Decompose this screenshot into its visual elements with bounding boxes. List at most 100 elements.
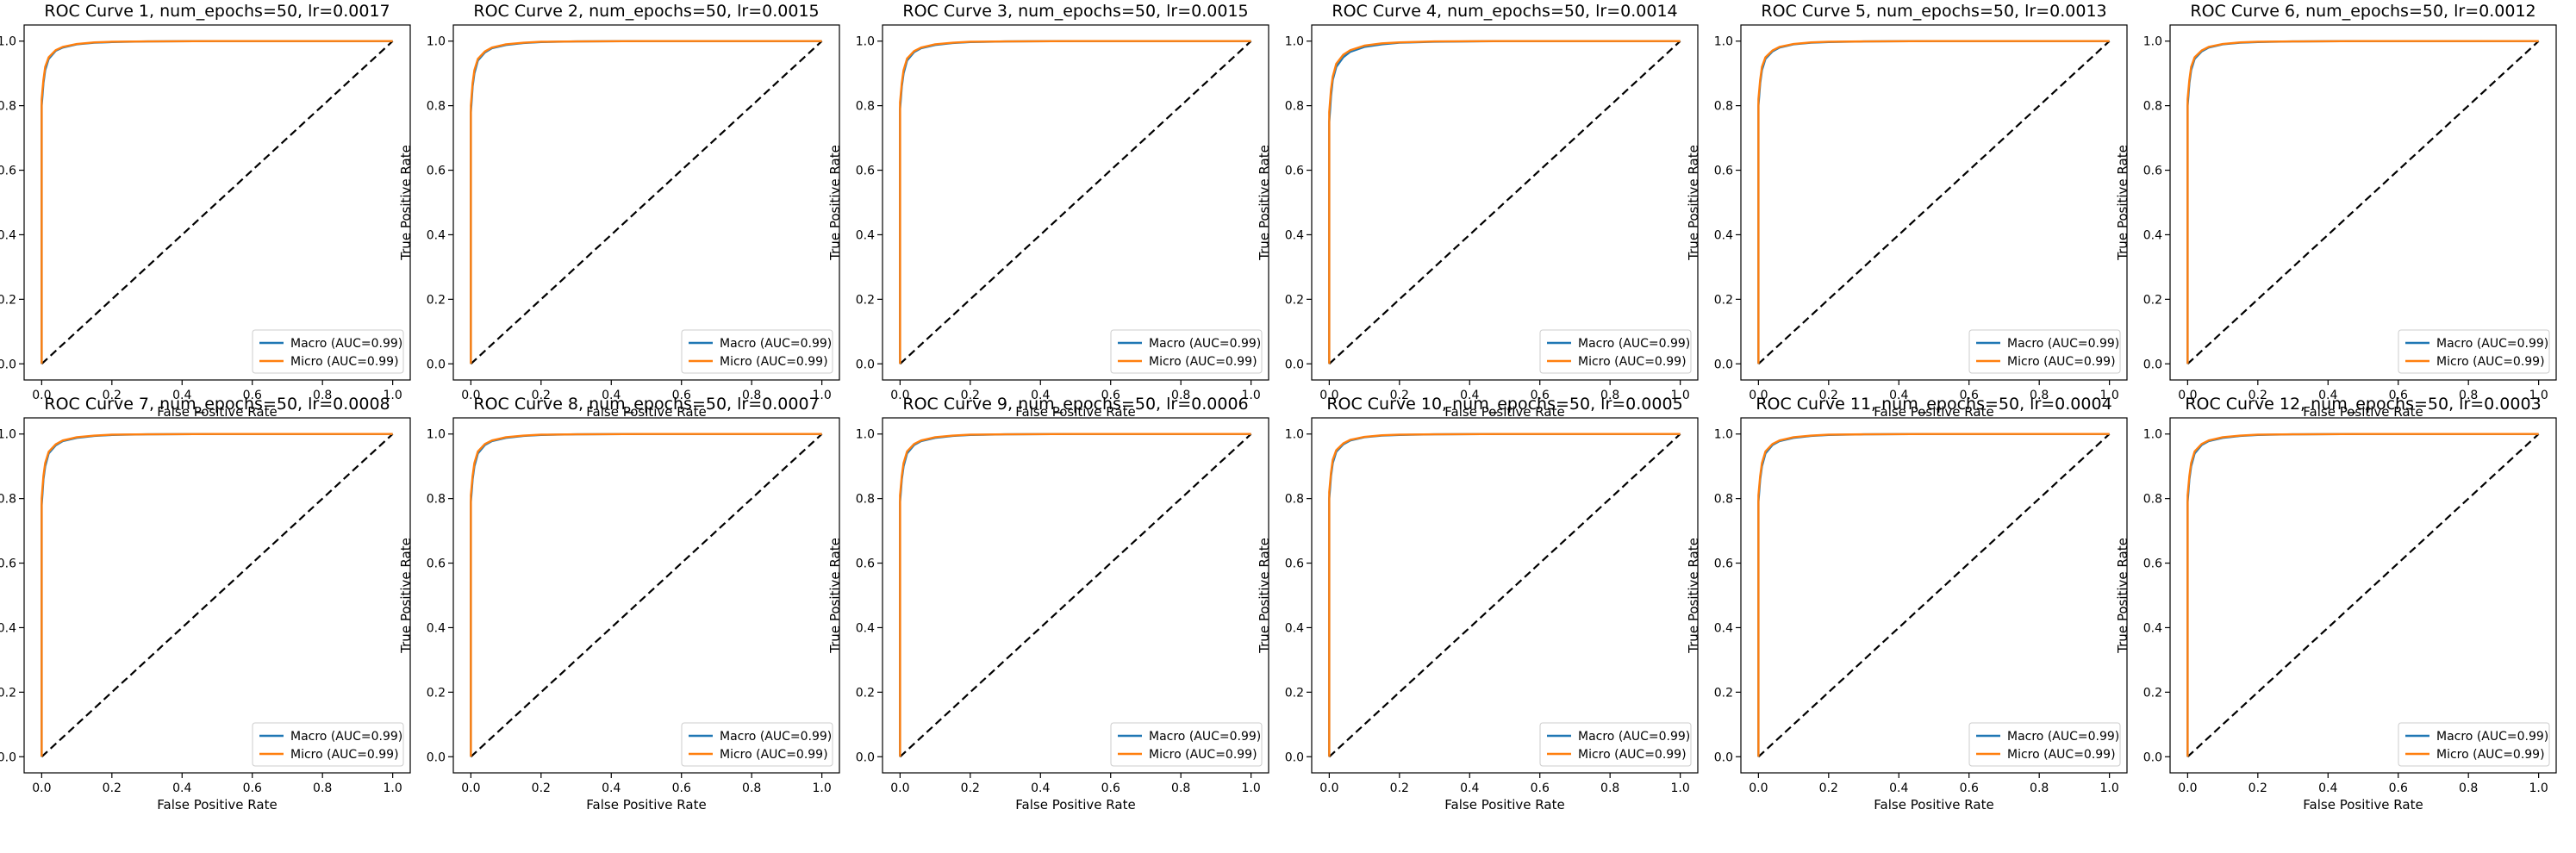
- y-tick-label: 0.8: [856, 493, 875, 507]
- axes-frame: [23, 24, 411, 381]
- subplot-title: ROC Curve 7, num_epochs=50, lr=0.0008: [44, 395, 390, 414]
- x-tick-label: 0.2: [1819, 389, 1838, 402]
- x-tick-label: 0.6: [243, 781, 262, 795]
- y-tick-label: 0.4: [2143, 228, 2162, 242]
- x-tick-label: 0.8: [742, 781, 761, 795]
- chance-diagonal-line: [41, 433, 394, 758]
- macro-legend-label: Macro (AUC=0.99): [290, 337, 402, 351]
- y-tick-label: 1.0: [0, 428, 16, 442]
- chance-diagonal-line: [1328, 433, 1681, 758]
- legend: Macro (AUC=0.99) Micro (AUC=0.99): [1539, 722, 1692, 767]
- y-tick-label: 0.0: [1714, 750, 1733, 764]
- roc-subplot-10: ROC Curve 10, num_epochs=50, lr=0.0005 0.…: [1257, 395, 1699, 813]
- subplot-title: ROC Curve 3, num_epochs=50, lr=0.0015: [902, 2, 1248, 21]
- x-tick-label: 0.8: [2459, 781, 2478, 795]
- legend: Macro (AUC=0.99) Micro (AUC=0.99): [252, 722, 404, 767]
- x-tick-label: 1.0: [384, 781, 402, 795]
- macro-legend-label: Macro (AUC=0.99): [1578, 337, 1690, 351]
- axes-frame: [452, 417, 840, 774]
- x-tick-label: 0.8: [1600, 781, 1619, 795]
- y-tick-label: 0.0: [1714, 358, 1733, 371]
- x-tick-label: 0.8: [2030, 781, 2049, 795]
- x-tick-label: 0.0: [2178, 389, 2197, 402]
- x-tick-label: 0.8: [2459, 389, 2478, 402]
- micro-legend-label: Micro (AUC=0.99): [1578, 748, 1687, 762]
- y-tick-label: 0.8: [427, 100, 446, 114]
- y-tick-label: 0.4: [856, 621, 875, 635]
- x-axis-label: False Positive Rate: [2303, 404, 2423, 420]
- y-tick-label: 0.6: [0, 557, 16, 571]
- y-axis-label: True Positive Rate: [398, 538, 414, 654]
- roc-subplot-6: ROC Curve 6, num_epochs=50, lr=0.0012 0.0…: [2115, 2, 2557, 420]
- y-tick-label: 0.0: [856, 750, 875, 764]
- x-tick-label: 0.8: [2030, 389, 2049, 402]
- y-tick-label: 0.4: [2143, 621, 2162, 635]
- y-tick-label: 1.0: [2143, 35, 2162, 49]
- macro-legend-label: Macro (AUC=0.99): [1149, 730, 1261, 744]
- x-tick-label: 0.6: [1960, 389, 1979, 402]
- x-tick-label: 0.4: [172, 389, 191, 402]
- x-tick-label: 1.0: [384, 389, 402, 402]
- x-tick-label: 0.8: [1171, 781, 1190, 795]
- y-axis-label: True Positive Rate: [1257, 145, 1272, 261]
- legend: Macro (AUC=0.99) Micro (AUC=0.99): [681, 722, 833, 767]
- y-tick-label: 0.6: [427, 165, 446, 178]
- roc-subplot-12: ROC Curve 12, num_epochs=50, lr=0.0003 0.…: [2115, 395, 2557, 813]
- y-tick-label: 1.0: [2143, 428, 2162, 442]
- legend: Macro (AUC=0.99) Micro (AUC=0.99): [1968, 329, 2121, 374]
- x-tick-label: 1.0: [1242, 389, 1261, 402]
- x-tick-label: 0.0: [2178, 781, 2197, 795]
- x-tick-label: 0.4: [1031, 389, 1050, 402]
- x-tick-label: 0.0: [32, 389, 51, 402]
- macro-legend-label: Macro (AUC=0.99): [2436, 730, 2548, 744]
- y-tick-label: 0.4: [1714, 621, 1733, 635]
- x-axis-label: False Positive Rate: [1444, 404, 1564, 420]
- micro-roc-line: [1328, 40, 1681, 364]
- micro-legend-label: Micro (AUC=0.99): [290, 748, 399, 762]
- micro-legend-label: Micro (AUC=0.99): [2436, 748, 2545, 762]
- roc-subplot-7: ROC Curve 7, num_epochs=50, lr=0.0008 0.0…: [0, 395, 411, 813]
- micro-legend-label: Micro (AUC=0.99): [1578, 355, 1687, 369]
- micro-legend-label: Micro (AUC=0.99): [2007, 355, 2116, 369]
- x-tick-label: 0.4: [602, 781, 621, 795]
- y-tick-label: 0.0: [1285, 750, 1304, 764]
- micro-roc-line: [470, 40, 822, 364]
- axes-frame: [1311, 417, 1699, 774]
- subplot-title: ROC Curve 9, num_epochs=50, lr=0.0006: [902, 395, 1248, 414]
- axes-frame: [882, 24, 1269, 381]
- x-tick-label: 0.8: [742, 389, 761, 402]
- legend: Macro (AUC=0.99) Micro (AUC=0.99): [2398, 722, 2550, 767]
- y-tick-label: 1.0: [427, 35, 446, 49]
- x-tick-label: 0.4: [2318, 781, 2337, 795]
- y-axis-label: True Positive Rate: [827, 538, 843, 654]
- y-tick-label: 0.6: [2143, 165, 2162, 178]
- y-tick-label: 0.2: [856, 293, 875, 307]
- y-tick-label: 1.0: [0, 35, 16, 49]
- legend-box: [2398, 722, 2550, 767]
- chance-diagonal-line: [1757, 40, 2111, 365]
- chance-diagonal-line: [470, 433, 823, 758]
- micro-legend-label: Micro (AUC=0.99): [720, 355, 828, 369]
- y-tick-label: 0.2: [427, 686, 446, 700]
- x-tick-label: 0.8: [1600, 389, 1619, 402]
- x-tick-label: 1.0: [813, 389, 832, 402]
- x-axis-label: False Positive Rate: [1015, 404, 1135, 420]
- y-tick-label: 1.0: [856, 428, 875, 442]
- macro-legend-label: Macro (AUC=0.99): [720, 337, 832, 351]
- x-tick-label: 1.0: [1671, 389, 1690, 402]
- subplot-title: ROC Curve 10, num_epochs=50, lr=0.0005: [1326, 395, 1682, 414]
- legend-box: [1539, 722, 1692, 767]
- x-tick-label: 0.6: [1960, 781, 1979, 795]
- y-axis-label: True Positive Rate: [398, 145, 414, 261]
- y-tick-label: 0.0: [0, 358, 16, 371]
- x-tick-label: 0.2: [2249, 781, 2267, 795]
- x-tick-label: 0.0: [32, 781, 51, 795]
- micro-roc-line: [1328, 433, 1681, 757]
- y-axis-label: True Positive Rate: [2115, 538, 2130, 654]
- x-tick-label: 0.2: [103, 781, 122, 795]
- x-tick-label: 0.0: [1749, 389, 1768, 402]
- micro-roc-line: [1757, 40, 2110, 364]
- subplot-title: ROC Curve 8, num_epochs=50, lr=0.0007: [473, 395, 819, 414]
- x-tick-label: 1.0: [813, 781, 832, 795]
